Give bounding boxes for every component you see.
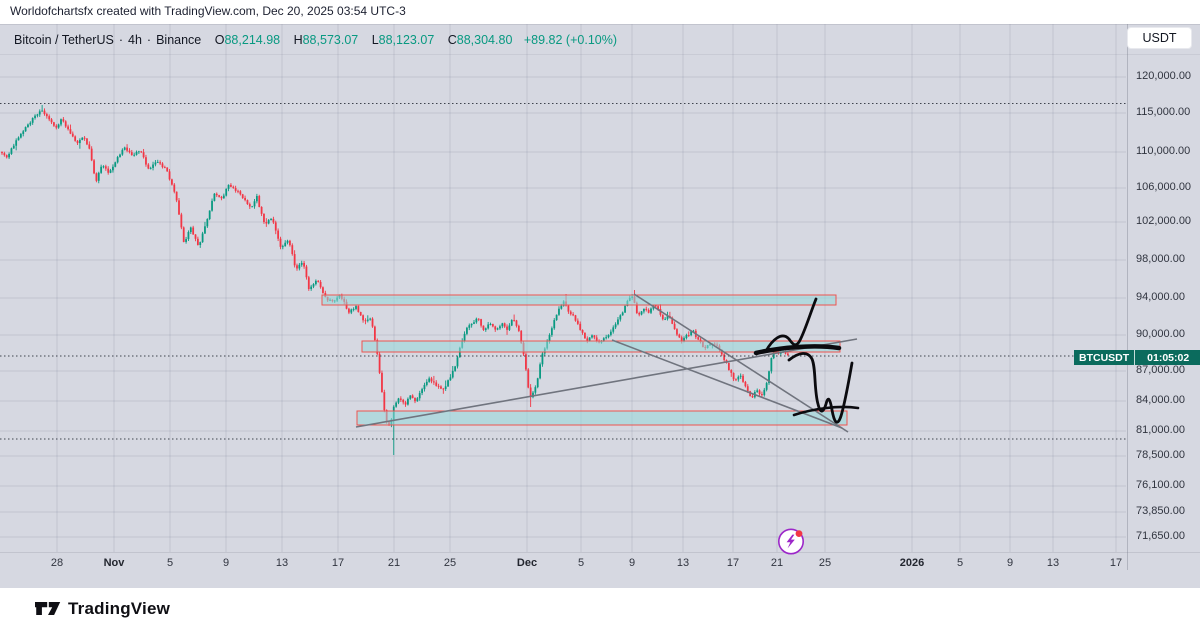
ascending-trendline: [355, 338, 858, 428]
hand-drawn-annotations[interactable]: [753, 297, 860, 424]
time-tick-label: 28: [50, 557, 64, 569]
time-tick-label: 21: [387, 557, 401, 569]
time-tick-label: 9: [628, 557, 636, 569]
time-axis-border: [0, 552, 1200, 553]
time-tick-label: 25: [818, 557, 832, 569]
interval-label[interactable]: 4h: [128, 33, 142, 47]
time-tick-label: Nov: [103, 557, 125, 569]
price-tick-label: 76,100.00: [1136, 479, 1185, 491]
time-tick-label: 17: [726, 557, 740, 569]
time-tick-label: 13: [676, 557, 690, 569]
price-tick-label: 106,000.00: [1136, 181, 1192, 193]
time-tick-label: 9: [1006, 557, 1014, 569]
symbol-price-badge: BTCUSDT 01:05:02: [1074, 350, 1200, 365]
symbol-title[interactable]: Bitcoin / TetherUS: [14, 33, 114, 47]
price-tick-label: 78,500.00: [1136, 449, 1185, 461]
legend-separator: ·: [146, 33, 152, 47]
high-value: 88,573.07: [302, 33, 359, 47]
bottom-level-stroke: [792, 405, 860, 417]
change-value: +89.82 (+0.10%): [523, 33, 617, 47]
high-label: H: [293, 33, 303, 47]
time-tick-label: Dec: [516, 557, 538, 569]
time-tick-label: 2026: [899, 557, 925, 569]
time-tick-label: 5: [577, 557, 585, 569]
time-tick-label: 17: [331, 557, 345, 569]
plot-root: [0, 24, 1126, 552]
time-tick-label: 25: [443, 557, 457, 569]
price-tick-label: 115,000.00: [1136, 106, 1191, 118]
candles: [1, 105, 789, 455]
tradingview-logo-icon[interactable]: [35, 599, 61, 618]
price-tick-label: 84,000.00: [1136, 394, 1185, 406]
tradingview-logo-text[interactable]: TradingView: [68, 598, 171, 618]
time-tick-label: 21: [770, 557, 784, 569]
price-tick-label: 98,000.00: [1136, 253, 1185, 265]
watermark-text: Worldofchartsfx created with TradingView…: [10, 4, 406, 18]
supply-zone: [321, 294, 837, 306]
chart-background: [0, 24, 1200, 588]
lightning-bolt-glyph: [786, 534, 795, 549]
symbol-legend: Bitcoin / TetherUS · 4h · Binance O88,214.98…: [14, 33, 617, 47]
price-tick-label: 87,000.00: [1136, 364, 1185, 376]
drop-and-bounce-path: [787, 352, 854, 424]
breakout-up-swoosh: [764, 297, 818, 353]
legend-row-border: [0, 54, 1200, 55]
badge-symbol-label: BTCUSDT: [1074, 350, 1135, 365]
low-value: 88,123.07: [378, 33, 435, 47]
price-tick-label: 120,000.00: [1136, 70, 1192, 82]
exchange-label[interactable]: Binance: [156, 33, 202, 47]
time-tick-label: 13: [1046, 557, 1060, 569]
time-tick-label: 5: [166, 557, 174, 569]
price-tick-label: 102,000.00: [1136, 215, 1192, 227]
time-tick-label: 5: [956, 557, 964, 569]
time-tick-label: 17: [1109, 557, 1123, 569]
price-tick-label: 110,000.00: [1136, 145, 1191, 157]
dotted-price-levels[interactable]: [0, 103, 1126, 440]
currency-toggle-button[interactable]: USDT: [1127, 27, 1192, 49]
close-value: 88,304.80: [456, 33, 513, 47]
low-label: L: [371, 33, 379, 47]
time-axis[interactable]: 28 Nov 5 9 13 17 21 25 Dec 5 9 13 17 21 25 2026 5 9 13 17: [0, 552, 1124, 572]
close-label: C: [447, 33, 457, 47]
legend-separator: ·: [118, 33, 123, 47]
price-tick-label: 81,000.00: [1136, 424, 1185, 436]
notification-dot: [795, 530, 803, 537]
open-label: O: [214, 33, 225, 47]
events-lightning-icon[interactable]: [776, 526, 806, 556]
time-tick-label: 9: [222, 557, 230, 569]
badge-countdown: 01:05:02: [1134, 350, 1200, 365]
price-tick-label: 94,000.00: [1136, 291, 1185, 303]
footer-bar: TradingView: [0, 588, 1200, 629]
demand-zone: [356, 410, 848, 426]
price-tick-label: 73,850.00: [1136, 505, 1185, 517]
supply-demand-zones[interactable]: [321, 294, 848, 426]
chart-top-border: [0, 24, 1200, 25]
bold-level-stroke: [753, 344, 842, 356]
price-tick-label: 90,000.00: [1136, 328, 1185, 340]
open-value: 88,214.98: [224, 33, 281, 47]
price-tick-label: 71,650.00: [1136, 530, 1185, 542]
time-tick-label: 13: [275, 557, 289, 569]
price-axis-border: [1127, 24, 1128, 570]
